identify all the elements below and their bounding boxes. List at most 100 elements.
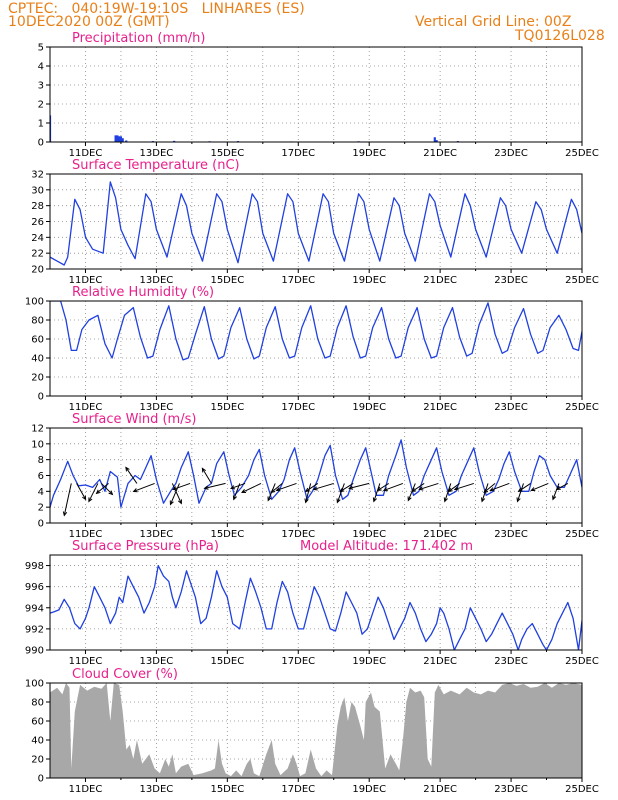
x-tick-label: 15DEC [210,529,244,540]
plot-frame [49,554,583,651]
x-tick-label: 19DEC [352,402,386,413]
gridlines [50,428,582,523]
x-tick-label: 25DEC [565,275,599,286]
y-tick-label: 28 [31,201,44,212]
panel-title: Cloud Cover (%) [72,667,178,682]
y-tick-label: 0 [38,392,44,403]
y-tick-label: 998 [25,561,44,572]
x-tick-label: 19DEC [352,529,386,540]
wind-vector [101,483,113,495]
model-altitude-label: Model Altitude: 171.402 m [300,539,473,554]
y-tick-label: 994 [25,603,44,614]
x-tick-label: 13DEC [140,784,174,795]
y-tick-label: 5 [38,43,44,54]
x-tick-label: 11DEC [69,148,103,159]
wind-vector [517,483,524,502]
wind-arrowhead [453,486,459,491]
y-tick-label: 992 [25,624,44,635]
wind-vector [377,482,389,491]
x-tick-label: 17DEC [281,275,315,286]
wind-arrowhead [240,488,247,493]
surface-pressure-panel: 11DEC 13DEC 15DEC 17DEC 19DEC 21DEC 23DEC 25DEC… [25,539,599,667]
wind-arrowhead [376,486,382,492]
wind-vector [556,482,569,490]
x-tick-label: 19DEC [352,656,386,667]
panel-title: Precipitation (mm/h) [72,31,205,46]
wind-vector [171,483,182,504]
y-tick-label: 20 [31,373,44,384]
x-tick-label: 25DEC [565,784,599,795]
wind-arrowhead [372,497,377,503]
wind-arrowhead [229,485,236,490]
series-line [50,564,582,650]
y-tick-label: 1 [38,119,44,130]
wind-arrowhead [418,486,424,491]
cloud-cover-area [50,683,582,778]
x-tick-label: 21DEC [423,784,457,795]
precipitation-panel: 11DEC 13DEC 15DEC 17DEC 19DEC 21DEC 23DEC 25DEC… [38,31,599,159]
x-tick-label: 13DEC [140,402,174,413]
wind-arrowhead [555,485,561,490]
wind-vector [483,483,496,493]
y-tick-label: 6 [38,471,44,482]
wind-arrowhead [82,495,87,501]
plot-area [50,181,582,266]
relative-humidity-panel: 11DEC 13DEC 15DEC 17DEC 19DEC 21DEC 23DEC 25DEC… [25,285,599,413]
x-tick-label: 17DEC [281,529,315,540]
wind-arrowhead [411,487,417,493]
cloud-cover-panel: 11DEC 13DEC 15DEC 17DEC 19DEC 21DEC 23DEC 25DEC… [25,667,599,795]
wind-arrowhead [517,487,523,493]
wind-arrowhead [275,487,281,492]
x-tick-label: 19DEC [352,148,386,159]
y-tick-label: 20 [31,755,44,766]
precip-bar [114,135,117,142]
x-tick-label: 25DEC [565,148,599,159]
wind-vector [518,483,531,492]
series-line [50,301,582,361]
wind-arrowhead [267,496,272,502]
y-tick-label: 26 [31,217,44,228]
wind-vector [169,483,180,505]
x-tick-label: 17DEC [281,784,315,795]
y-tick-label: 20 [31,265,44,276]
wind-arrowhead [304,498,309,504]
panel-title: Surface Wind (m/s) [72,412,196,427]
wind-vector [313,482,334,490]
surface-wind-panel: 11DEC 13DEC 15DEC 17DEC 19DEC 21DEC 23DEC 25DEC… [31,412,599,540]
plot-area [50,301,582,361]
y-tick-label: 32 [31,170,44,181]
wind-vector [125,467,138,484]
wind-vector [204,482,226,489]
wind-vector [305,483,312,503]
gridlines [50,174,582,269]
y-tick-label: 0 [38,774,44,785]
wind-vector [133,482,155,492]
wind-arrowhead [530,487,536,492]
y-tick-label: 40 [31,354,44,365]
y-tick-label: 100 [25,679,44,690]
wind-arrowhead [481,497,486,503]
y-tick-label: 0 [38,138,44,149]
x-tick-label: 11DEC [69,402,103,413]
y-tick-label: 996 [25,582,44,593]
wind-arrowhead [304,487,310,493]
x-tick-label: 21DEC [423,275,457,286]
plot-frame [49,300,583,397]
wind-arrowhead [407,496,412,502]
wind-vector [201,468,212,484]
wind-arrowhead [62,511,68,517]
x-tick-label: 11DEC [69,656,103,667]
wind-vector [419,482,439,490]
x-tick-label: 19DEC [352,275,386,286]
x-tick-label: 13DEC [140,148,174,159]
panel-title: Relative Humidity (%) [72,285,214,300]
y-tick-label: 60 [31,335,44,346]
panel-title: Surface Temperature (nC) [72,158,240,173]
y-tick-label: 80 [31,316,44,327]
y-tick-label: 0 [38,519,44,530]
wind-arrowhead [336,498,341,504]
plot-area [50,564,582,650]
y-tick-label: 80 [31,698,44,709]
wind-vector [454,482,474,490]
header-model-code: TQ0126L028 [515,28,605,44]
